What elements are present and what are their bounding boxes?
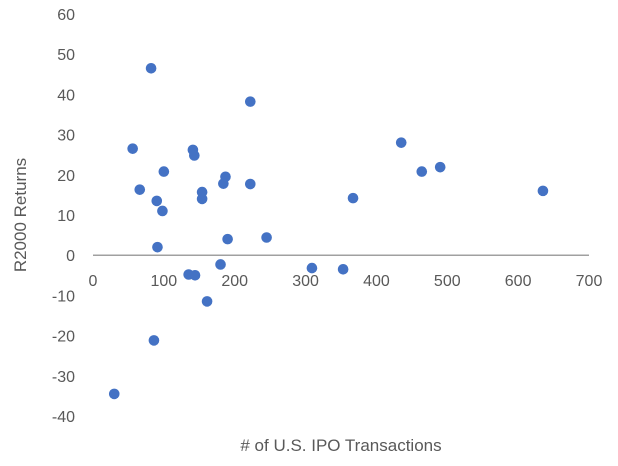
x-tick-label: 200 [221, 273, 248, 290]
data-point [395, 137, 407, 148]
data-point [151, 195, 163, 207]
y-tick-label: 30 [57, 128, 75, 145]
x-tick-label: 0 [89, 273, 98, 290]
data-point [215, 259, 226, 270]
y-tick-label: 50 [57, 47, 75, 64]
y-tick-label: -40 [52, 409, 75, 426]
data-point [196, 193, 208, 205]
y-tick-label: 40 [57, 87, 75, 104]
y-tick-label: -30 [52, 369, 75, 386]
data-point [245, 178, 256, 190]
data-point [145, 62, 157, 74]
x-tick-label: 700 [576, 273, 603, 290]
data-point [347, 192, 359, 204]
data-point [189, 150, 200, 161]
x-tick-label: 400 [363, 273, 390, 290]
data-point [152, 241, 163, 253]
data-point [201, 296, 213, 307]
data-point [158, 166, 170, 177]
data-point [337, 263, 349, 275]
x-tick-label: 100 [151, 273, 178, 290]
data-point [127, 143, 138, 154]
data-point [134, 184, 146, 195]
x-tick-label: 300 [292, 273, 319, 290]
data-point [261, 232, 272, 243]
data-point [434, 161, 446, 173]
data-point [537, 185, 549, 197]
y-tick-label: 20 [57, 168, 75, 185]
x-axis-title: # of U.S. IPO Transactions [240, 436, 441, 455]
y-tick-label: -20 [52, 329, 75, 346]
data-points [108, 62, 549, 400]
data-point [148, 335, 160, 346]
data-point [108, 388, 120, 400]
data-point [222, 233, 233, 245]
data-point [416, 166, 428, 177]
x-axis-tick-labels: 0 100 200 300 400 500 600 700 [89, 273, 603, 290]
data-point [157, 205, 168, 217]
y-tick-label: 10 [57, 208, 75, 225]
data-point [220, 171, 231, 183]
data-point [189, 270, 201, 281]
y-axis-tick-labels: -40 -30 -20 -10 0 10 20 30 40 50 60 [52, 7, 75, 426]
y-axis-title: R2000 Returns [11, 158, 30, 272]
x-tick-label: 600 [505, 273, 532, 290]
y-tick-label: 0 [66, 248, 75, 265]
x-tick-label: 500 [434, 273, 461, 290]
y-tick-label: 60 [57, 7, 75, 24]
y-tick-label: -10 [52, 288, 75, 305]
data-point [245, 96, 256, 107]
data-point [306, 262, 318, 274]
